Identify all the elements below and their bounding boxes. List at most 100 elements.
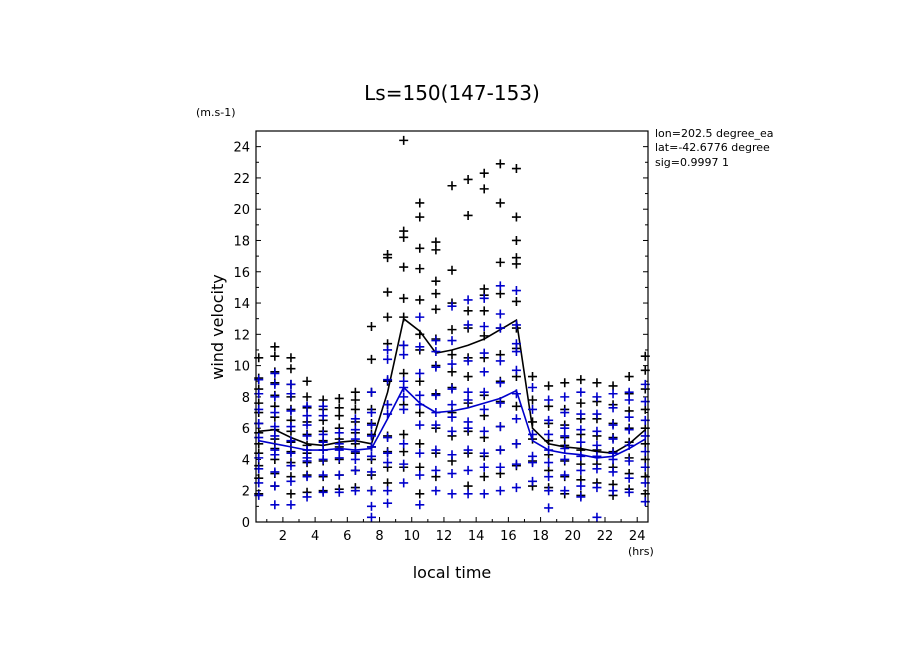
series-2-point — [350, 447, 360, 457]
series-2-point — [576, 492, 586, 502]
series-2-point — [383, 400, 393, 410]
series-2-point — [576, 481, 586, 491]
series-1-point — [399, 293, 409, 303]
series-2-point — [366, 486, 376, 496]
series-1-point — [270, 351, 280, 361]
series-2-point — [286, 389, 296, 399]
y-tick-label: 16 — [233, 266, 250, 281]
series-1-point — [286, 489, 296, 499]
series-2-point — [495, 486, 505, 496]
series-2-point — [463, 320, 473, 330]
series-2-point — [415, 448, 425, 458]
series-2-point — [624, 425, 634, 435]
series-1-point — [302, 392, 312, 402]
series-2-point — [560, 443, 570, 453]
series-2-point — [479, 387, 489, 397]
series-2-point — [334, 439, 344, 449]
series-2-point — [431, 336, 441, 346]
series-2-point — [479, 426, 489, 436]
series-2-point — [592, 451, 602, 461]
series-2-point — [447, 426, 457, 436]
series-2-point — [528, 404, 538, 414]
series-1-point — [495, 257, 505, 267]
series-2-point — [624, 473, 634, 483]
series-2-point — [576, 387, 586, 397]
series-2-point — [286, 476, 296, 486]
y-tick-label: 4 — [242, 453, 250, 468]
series-1-point — [495, 159, 505, 169]
series-2-point — [415, 420, 425, 430]
series-2-point — [286, 461, 296, 471]
series-2-point — [463, 489, 473, 499]
series-2-point — [624, 387, 634, 397]
series-2-point — [447, 400, 457, 410]
series-2-point — [592, 426, 602, 436]
series-1-point — [495, 289, 505, 299]
series-1-point — [350, 387, 360, 397]
series-2-point — [302, 420, 312, 430]
series-2-point — [431, 465, 441, 475]
series-1-point — [511, 164, 521, 174]
y-tick-label: 8 — [242, 391, 250, 406]
series-2-point — [431, 408, 441, 418]
series-2-point — [350, 414, 360, 424]
series-1-point — [415, 212, 425, 222]
series-2-point — [544, 415, 554, 425]
series-2-point — [511, 339, 521, 349]
x-tick-label: 6 — [343, 529, 351, 544]
series-2-point — [383, 354, 393, 364]
series-2-point — [286, 422, 296, 432]
series-1-point — [447, 367, 457, 377]
series-2-point — [560, 423, 570, 433]
series-1-point — [383, 312, 393, 322]
series-2-point — [544, 445, 554, 455]
series-2-point — [592, 483, 602, 493]
series-2-point — [366, 408, 376, 418]
series-2-point — [576, 451, 586, 461]
series-2-point — [302, 472, 312, 482]
series-2-point — [495, 356, 505, 366]
series-2-point — [302, 453, 312, 463]
series-1-point — [399, 312, 409, 322]
series-2-point — [318, 401, 328, 411]
y-tick-label: 18 — [233, 234, 250, 249]
series-2-point — [479, 367, 489, 377]
series-2-point — [334, 428, 344, 438]
x-tick-label: 8 — [375, 529, 383, 544]
series-1-point — [302, 376, 312, 386]
series-1-point — [463, 481, 473, 491]
series-1-point — [415, 439, 425, 449]
series-2-point — [608, 467, 618, 477]
series-2-point — [511, 320, 521, 330]
series-1-point — [415, 198, 425, 208]
y-tick-label: 10 — [233, 360, 250, 375]
series-1-point — [399, 447, 409, 457]
plot-area: 2 4 6 8 10 12 14 16 18 20 22 2402468101214161820222… — [233, 135, 650, 544]
series-1-point — [447, 265, 457, 275]
series-2-point — [495, 445, 505, 455]
series-2-point — [431, 390, 441, 400]
series-2-point — [608, 420, 618, 430]
x-tick-label: 12 — [436, 529, 453, 544]
series-1-point — [415, 264, 425, 274]
y-tick-label: 2 — [242, 485, 250, 500]
series-1-point — [528, 417, 538, 427]
series-2-point — [366, 420, 376, 430]
series-2-point — [544, 458, 554, 468]
series-1-point — [463, 306, 473, 316]
series-2-point — [447, 384, 457, 394]
series-2-point — [544, 395, 554, 405]
series-1-point — [511, 253, 521, 263]
series-2-point — [286, 406, 296, 416]
x-axis-label: local time — [413, 563, 492, 582]
series-2-point — [383, 458, 393, 468]
series-2-point — [576, 465, 586, 475]
series-2-point — [544, 503, 554, 513]
series-2-point — [383, 375, 393, 385]
series-1-point — [560, 378, 570, 388]
series-2-point — [318, 411, 328, 421]
series-2-point — [318, 470, 328, 480]
series-1-point — [383, 250, 393, 260]
series-1-point — [383, 478, 393, 488]
x-tick-label: 4 — [311, 529, 319, 544]
